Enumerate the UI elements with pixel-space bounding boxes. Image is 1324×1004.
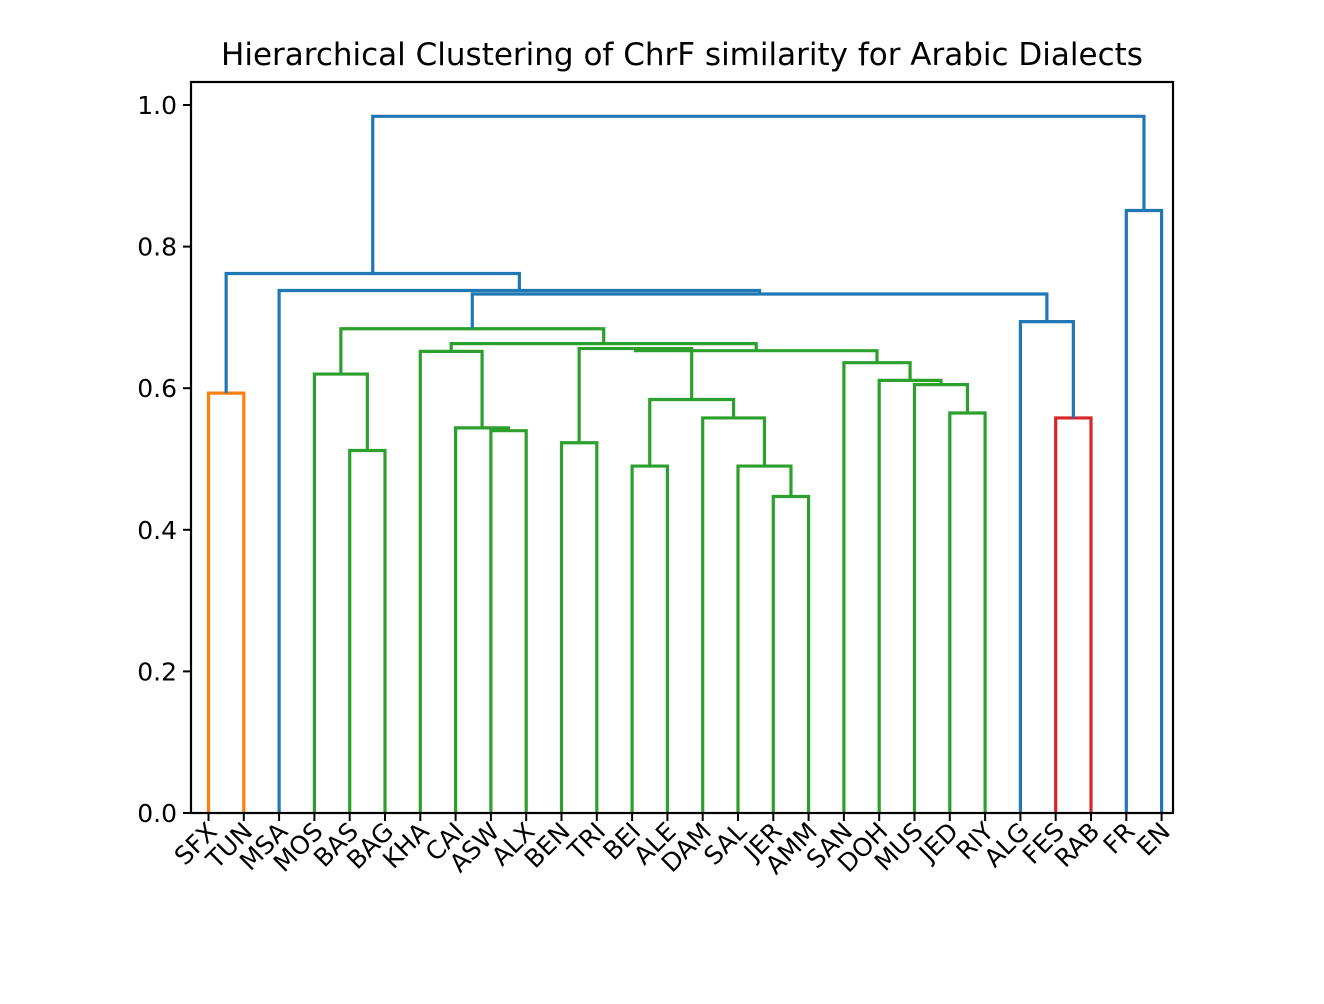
link-c1 [206,391,246,813]
plot-frame [189,80,1175,815]
link-c14 [912,383,970,813]
link-c27 [371,114,1146,274]
link-c22 [1018,320,1075,813]
link-c21 [1054,416,1093,813]
ytick-label: 0.6 [137,374,177,403]
link-c23 [470,292,1049,329]
leaf-label-en: EN [1131,817,1176,862]
link-c11 [701,416,767,813]
link-c3 [312,372,369,813]
link-c6 [418,349,484,813]
ytick-label: 0.4 [137,516,177,545]
link-c26 [1124,208,1164,813]
link-c9 [771,494,811,813]
link-c5 [454,426,511,813]
link-c16 [842,361,912,813]
chart-title: Hierarchical Clustering of ChrF similari… [221,37,1143,73]
y-axis: 0.0 0.2 0.4 0.6 0.8 1.0 [137,91,191,828]
link-c13 [948,411,987,813]
link-c15 [877,378,943,813]
link-c12 [648,397,736,467]
dendrogram-links [206,114,1164,813]
link-c2 [348,448,387,813]
link-c4 [489,429,528,813]
link-c8 [630,464,669,813]
ytick-label: 0.2 [137,657,177,686]
ytick-label: 0.8 [137,233,177,262]
link-c10 [736,464,793,813]
link-c17 [577,346,694,443]
ytick-label: 0.0 [137,799,177,828]
ytick-label: 1.0 [137,91,177,120]
x-axis: SFXTUNMSAMOSBASBAGKHACAIASWALXBENTRIBEIA… [169,813,1176,880]
link-c7 [559,441,599,813]
